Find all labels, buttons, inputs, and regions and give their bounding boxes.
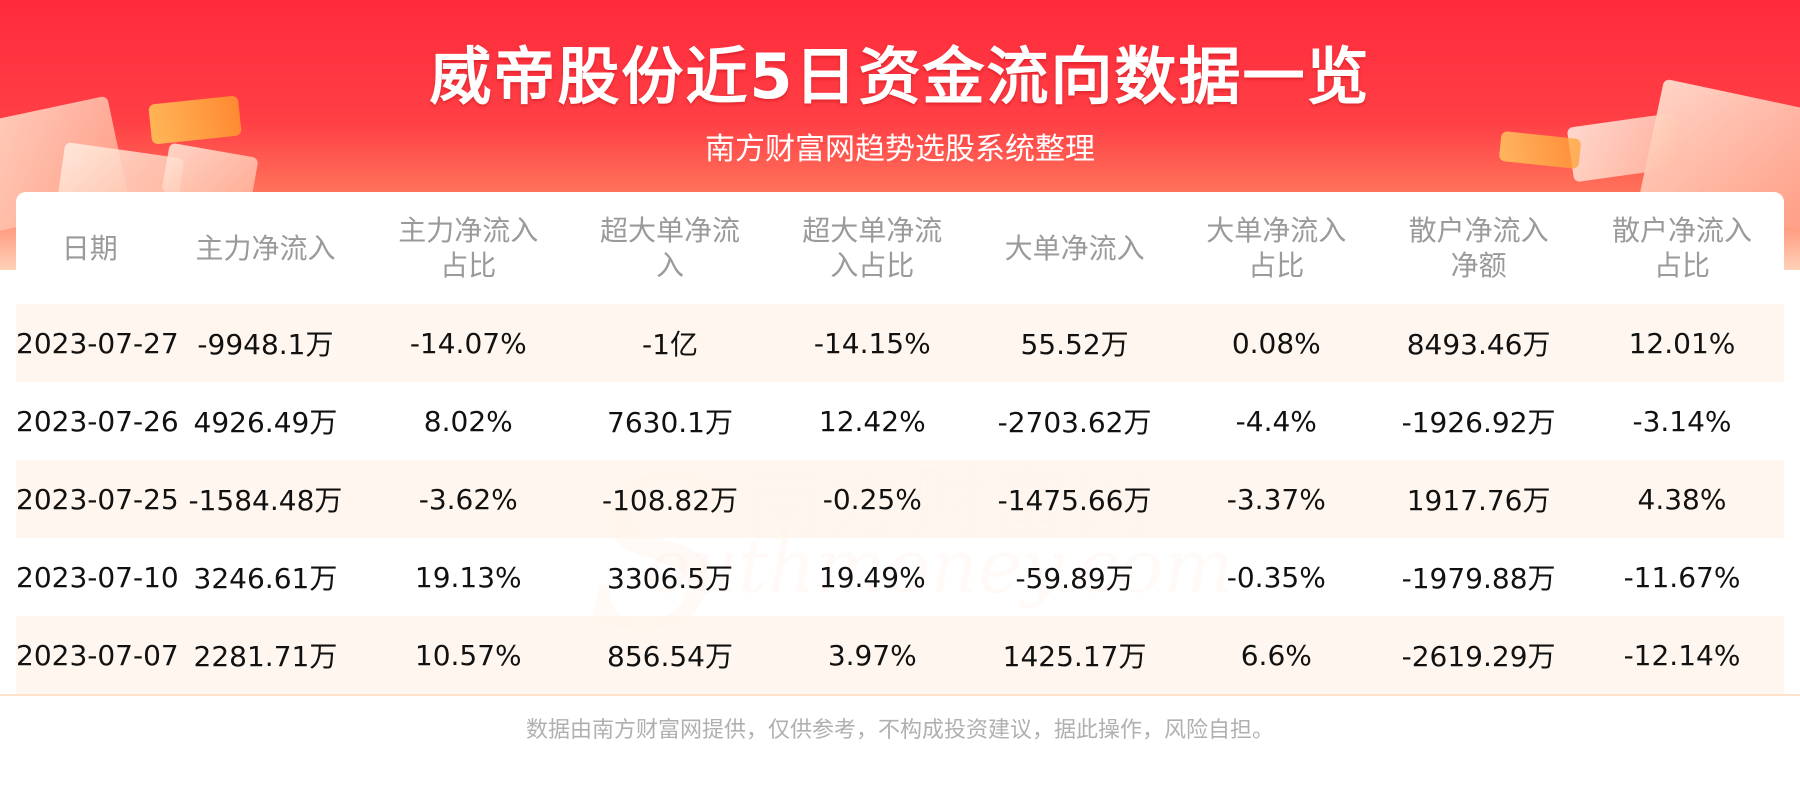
- value-cell: 7630.1万: [607, 406, 733, 439]
- table-row: 2023-07-27 -9948.1万 -14.07% -1亿 -14.15% 55.52…: [16, 304, 1784, 382]
- value-cell: -3.37%: [1226, 482, 1326, 516]
- column-header-line: 主力净流入: [195, 231, 336, 265]
- value-cell: 8493.46万: [1406, 328, 1551, 361]
- value-cell: 2281.71万: [193, 640, 338, 673]
- table-header: 日期 主力净流入 主力净流入 占比 超大单净流入超大单净流 入占比 大单净流入 大单净流入 占比…: [16, 192, 1784, 304]
- value-cell: -11.67%: [1623, 560, 1741, 594]
- value-cell: 8.02%: [423, 404, 513, 438]
- value-cell: -0.35%: [1226, 560, 1326, 594]
- column-header-line: 占比: [1248, 249, 1305, 282]
- value-cell: 4.38%: [1637, 482, 1727, 516]
- value-cell: -14.07%: [409, 326, 527, 360]
- date-cell: 2023-07-25: [16, 482, 179, 516]
- table-body: 2023-07-27 -9948.1万 -14.07% -1亿 -14.15% 55.52…: [16, 304, 1784, 694]
- column-header: 超大单净流入: [569, 192, 771, 304]
- table-row: 2023-07-10 3246.61万 19.13% 3306.5万 19.49% -59…: [16, 538, 1784, 616]
- date-cell: 2023-07-07: [16, 638, 179, 672]
- value-cell: -9948.1万: [197, 328, 334, 361]
- column-header-line: 日期: [61, 231, 118, 265]
- column-header: 大单净流入: [974, 192, 1176, 304]
- column-header-line: 超大单净流: [802, 214, 943, 247]
- value-cell: 6.6%: [1240, 638, 1312, 672]
- value-cell: 12.01%: [1628, 326, 1736, 360]
- table-row: 2023-07-25 -1584.48万 -3.62% -108.82万 -0.25% -…: [16, 460, 1784, 538]
- footer-divider: [0, 694, 1800, 696]
- value-cell: -2703.62万: [997, 406, 1152, 439]
- value-cell: -1584.48万: [188, 484, 343, 517]
- value-cell: -108.82万: [601, 484, 739, 517]
- disclaimer-text: 数据由南方财富网提供，仅供参考，不构成投资建议，据此操作，风险自担。: [525, 718, 1274, 743]
- column-header-line: 大单净流入: [1004, 231, 1145, 265]
- value-cell: 3.97%: [827, 638, 917, 672]
- table-row: 2023-07-07 2281.71万 10.57% 856.54万 3.97% 1425…: [16, 616, 1784, 694]
- fund-flow-table: 日期 主力净流入 主力净流入 占比 超大单净流入超大单净流 入占比 大单净流入 大单净流入 占比…: [16, 192, 1784, 694]
- page-title: 威帝股份近5日资金流向数据一览: [429, 40, 1371, 113]
- value-cell: 0.08%: [1231, 326, 1321, 360]
- column-header: 超大单净流 入占比: [771, 192, 974, 304]
- column-header-line: 净额: [1450, 249, 1507, 282]
- value-cell: -1979.88万: [1401, 562, 1556, 595]
- column-header-line: 散户净流入: [1408, 214, 1549, 247]
- value-cell: -14.15%: [813, 326, 931, 360]
- column-header-line: 入: [656, 249, 685, 282]
- value-cell: -12.14%: [1623, 638, 1741, 672]
- value-cell: -2619.29万: [1401, 640, 1556, 673]
- column-header-line: 散户净流入: [1611, 214, 1752, 247]
- value-cell: 12.42%: [818, 404, 926, 438]
- column-header: 主力净流入 占比: [367, 192, 569, 304]
- column-header-line: 大单净流入: [1206, 214, 1347, 247]
- page-subtitle: 南方财富网趋势选股系统整理: [705, 132, 1095, 167]
- date-cell: 2023-07-26: [16, 404, 179, 438]
- value-cell: 3246.61万: [193, 562, 338, 595]
- value-cell: -3.62%: [418, 482, 518, 516]
- value-cell: 856.54万: [607, 640, 733, 673]
- column-header: 大单净流入 占比: [1175, 192, 1377, 304]
- value-cell: -59.89万: [1015, 562, 1134, 595]
- value-cell: 4926.49万: [193, 406, 338, 439]
- value-cell: -1926.92万: [1401, 406, 1556, 439]
- column-header-line: 主力净流入: [398, 214, 539, 247]
- value-cell: -0.25%: [822, 482, 922, 516]
- column-header-line: 占比: [440, 249, 497, 282]
- column-header-line: 入占比: [830, 249, 915, 282]
- value-cell: -3.14%: [1632, 404, 1732, 438]
- column-header: 散户净流入 占比: [1580, 192, 1784, 304]
- date-cell: 2023-07-27: [16, 326, 179, 360]
- date-cell: 2023-07-10: [16, 560, 179, 594]
- value-cell: 19.49%: [818, 560, 926, 594]
- column-header-line: 占比: [1653, 249, 1710, 282]
- value-cell: -1475.66万: [997, 484, 1152, 517]
- value-cell: -4.4%: [1235, 404, 1317, 438]
- value-cell: 55.52万: [1020, 328, 1129, 361]
- column-header-line: 超大单净流: [600, 214, 741, 247]
- value-cell: 19.13%: [414, 560, 522, 594]
- column-header: 主力净流入: [164, 192, 368, 304]
- value-cell: 3306.5万: [607, 562, 733, 595]
- value-cell: 10.57%: [414, 638, 522, 672]
- column-header: 日期: [16, 192, 164, 304]
- data-table-card: S 南方财富网 outhmoney.com 日期 主力净流入 主力净流入 占比 超大单净…: [16, 192, 1784, 698]
- table-row: 2023-07-26 4926.49万 8.02% 7630.1万 12.42% -270…: [16, 382, 1784, 460]
- value-cell: 1917.76万: [1406, 484, 1551, 517]
- value-cell: -1亿: [642, 328, 698, 361]
- column-header: 散户净流入 净额: [1377, 192, 1580, 304]
- value-cell: 1425.17万: [1002, 640, 1147, 673]
